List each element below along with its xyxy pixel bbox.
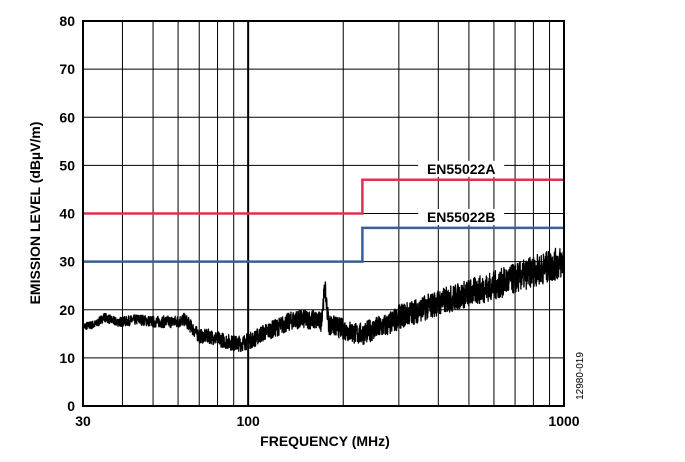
x-tick-labels: 30 100 1000 xyxy=(75,413,580,429)
limit-label-en55022a: EN55022A xyxy=(427,161,496,177)
limit-label-en55022b: EN55022B xyxy=(427,209,496,225)
y-tick-label-2: 20 xyxy=(59,302,75,318)
y-tick-label-6: 60 xyxy=(59,109,75,125)
plot-frame xyxy=(82,20,565,407)
y-tick-label-4: 40 xyxy=(59,206,75,222)
limit-label-bg-1 xyxy=(418,208,505,225)
emission-trace xyxy=(82,247,565,353)
y-tick-label-7: 70 xyxy=(59,61,75,77)
limit-labels: EN55022A EN55022B xyxy=(418,160,505,225)
y-tick-label-0: 0 xyxy=(67,398,75,414)
x-tick-label-1: 100 xyxy=(236,413,260,429)
y-axis-title: EMISSION LEVEL (dBµV/m) xyxy=(27,122,43,305)
y-tick-label-3: 30 xyxy=(59,254,75,270)
y-tick-label-5: 50 xyxy=(59,157,75,173)
data-series xyxy=(82,247,565,353)
limit-label-bg-0 xyxy=(418,160,505,177)
y-tick-labels: 0 10 20 30 40 50 60 70 80 xyxy=(59,13,75,414)
limit-lines xyxy=(83,178,564,263)
figure-id: 12980-019 xyxy=(575,352,586,400)
limit-line-en55022a xyxy=(83,178,564,215)
x-tick-label-2: 1000 xyxy=(548,413,579,429)
x-axis-title: FREQUENCY (MHz) xyxy=(260,433,390,449)
y-tick-label-1: 10 xyxy=(59,350,75,366)
y-tick-label-8: 80 xyxy=(59,13,75,29)
x-tick-label-0: 30 xyxy=(75,413,91,429)
limit-line-en55022b xyxy=(83,226,564,263)
